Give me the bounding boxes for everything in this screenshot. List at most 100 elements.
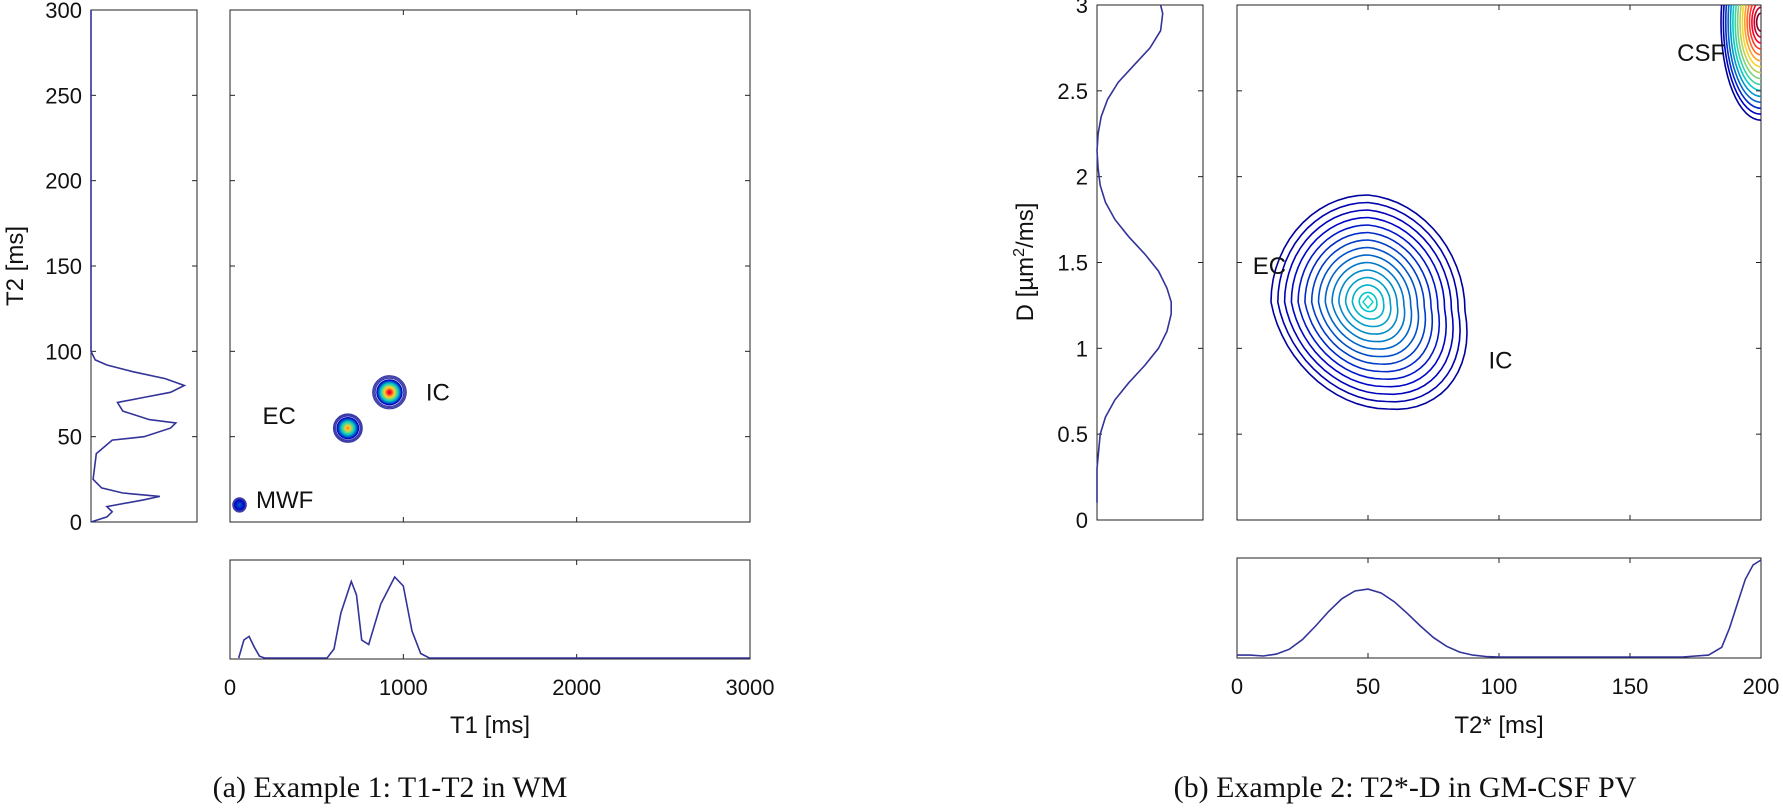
a-marginal-x-frame — [229, 559, 751, 660]
panel-b: 0 0.5 1 1.5 2 2.5 3 D [µm2/ms] CSF EC IC 0 50 100 1… — [1011, 0, 1779, 804]
b-my-ytick-label: 2.5 — [1057, 79, 1088, 104]
a-contours — [232, 375, 407, 513]
b-mx-xtick-label: 100 — [1481, 674, 1518, 699]
b-contour-csf-level — [1746, 5, 1761, 56]
b-contour-csf-level — [1755, 12, 1761, 32]
a-contour-ic-outline — [374, 377, 405, 408]
a-contour-ec-outline — [333, 414, 362, 442]
b-contour-csf-level — [1732, 5, 1761, 92]
a-contour-ic-level — [388, 391, 391, 394]
a-my-ytick-label: 0 — [70, 510, 82, 535]
a-mx-xtick-label: 2000 — [552, 675, 601, 700]
a-annotation-mwf: MWF — [256, 487, 313, 514]
a-mx-xtick-label: 0 — [224, 675, 236, 700]
b-mx-xtick-label: 50 — [1356, 674, 1380, 699]
b-marginal-y-tick-labels: 0 0.5 1 1.5 2 2.5 3 — [1057, 0, 1088, 533]
b-contour-ecic-level — [1283, 209, 1454, 396]
b-mx-xtick-label: 150 — [1612, 674, 1649, 699]
b-mx-xtick-label: 0 — [1231, 674, 1243, 699]
b-marginal-y-line — [1096, 4, 1172, 503]
b-annotations: CSF EC IC — [1253, 40, 1725, 374]
a-my-ytick-label: 100 — [45, 339, 82, 364]
b-contour-csf-level — [1729, 5, 1761, 98]
b-contour-csf-level — [1753, 6, 1761, 38]
a-marginal-x-ticks — [229, 560, 751, 659]
b-contour-ecic-level — [1317, 246, 1420, 358]
a-marginal-x-line — [237, 575, 750, 659]
a-contour-ec-outline — [334, 415, 361, 441]
b-contour-csf-level — [1748, 5, 1761, 50]
b-marginal-x-ticks — [1236, 558, 1762, 658]
a-contour-ic-outline — [373, 376, 406, 409]
a-caption: (a) Example 1: T1-T2 in WM — [213, 771, 568, 804]
b-my-ytick-label: 0.5 — [1057, 422, 1088, 447]
b-contour-ecic-level — [1338, 269, 1399, 335]
b-contour-group — [1270, 5, 1761, 411]
b-contour-csf-level — [1743, 5, 1761, 62]
a-xlabel: T1 [ms] — [450, 712, 530, 739]
b-contours — [1270, 5, 1761, 411]
a-my-ytick-label: 50 — [58, 425, 82, 450]
a-my-ytick-label: 300 — [45, 0, 82, 23]
b-contour-ecic-peak — [1362, 294, 1374, 310]
a-contour-mwf-outline — [232, 497, 247, 513]
a-contour-ic-outline — [372, 375, 407, 410]
b-contour-ecic-level — [1310, 239, 1427, 366]
a-contour-ec-outline — [332, 413, 363, 443]
a-marginal-y-tick-labels: 0 50 100 150 200 250 300 — [45, 0, 82, 535]
b-marginal-y-ticks — [1097, 4, 1203, 521]
a-main-ticks — [229, 9, 751, 523]
b-contour-csf-level — [1722, 5, 1761, 116]
a-main-frame — [229, 9, 751, 523]
b-annotation-ic: IC — [1489, 347, 1513, 374]
b-contour-csf-level — [1734, 5, 1761, 86]
b-marginal-y-frame — [1096, 4, 1204, 521]
a-marginal-x-tick-labels: 0 1000 2000 3000 — [224, 675, 775, 700]
b-annotation-ec: EC — [1253, 253, 1286, 280]
a-mx-xtick-label: 3000 — [726, 675, 775, 700]
b-contour-csf-level — [1724, 5, 1761, 110]
b-my-ytick-label: 1 — [1076, 336, 1088, 361]
b-mx-xtick-label: 200 — [1743, 674, 1780, 699]
b-marginal-x-tick-labels: 0 50 100 150 200 — [1231, 674, 1779, 699]
b-contour-ecic-level — [1276, 201, 1461, 403]
b-contour-csf-level — [1727, 5, 1761, 104]
b-contour-ecic-level — [1351, 284, 1385, 320]
b-my-ytick-label: 0 — [1076, 508, 1088, 533]
b-marginal-x-frame — [1236, 557, 1762, 659]
a-my-ytick-label: 200 — [45, 169, 82, 194]
a-ylabel: T2 [ms] — [2, 226, 29, 306]
a-annotations: MWF EC IC — [256, 379, 450, 514]
b-main-ticks — [1236, 4, 1762, 521]
b-my-ytick-label: 2 — [1076, 165, 1088, 190]
b-contour-ecic-level — [1304, 231, 1434, 373]
b-contour-csf-level — [1741, 5, 1761, 68]
b-annotation-csf: CSF — [1677, 40, 1725, 67]
b-contour-csf-level — [1720, 5, 1761, 121]
b-contour-ecic-level — [1270, 194, 1468, 411]
b-contour-ecic-level — [1344, 276, 1392, 328]
b-contour-ecic-level — [1331, 261, 1406, 343]
panel-a: 0 50 100 150 200 250 300 T2 [ms] MWF EC IC 0 1000… — [2, 0, 774, 804]
b-contour-ecic-level — [1297, 224, 1441, 381]
a-my-ytick-label: 250 — [45, 83, 82, 108]
a-my-ytick-label: 150 — [45, 254, 82, 279]
a-annotation-ic: IC — [426, 379, 450, 406]
b-contour-ecic-level — [1290, 216, 1448, 388]
b-marginal-x-line — [1237, 559, 1762, 658]
a-annotation-ec: EC — [263, 403, 296, 430]
b-contour-ecic-level — [1358, 291, 1378, 313]
a-contour-mwf-level — [238, 504, 241, 506]
b-my-ytick-label: 1.5 — [1057, 251, 1088, 276]
a-mx-xtick-label: 1000 — [379, 675, 428, 700]
b-contour-csf-level — [1736, 5, 1761, 80]
b-contour-csf-level — [1739, 5, 1761, 74]
b-xlabel: T2* [ms] — [1454, 712, 1543, 739]
a-marginal-y-line — [90, 10, 187, 523]
b-my-ytick-label: 3 — [1076, 0, 1088, 18]
b-caption: (b) Example 2: T2*-D in GM-CSF PV — [1174, 771, 1637, 804]
a-contour-ec-level — [346, 427, 349, 430]
b-contour-csf-level — [1751, 5, 1761, 44]
b-ylabel: D [µm2/ms] — [1011, 203, 1039, 322]
